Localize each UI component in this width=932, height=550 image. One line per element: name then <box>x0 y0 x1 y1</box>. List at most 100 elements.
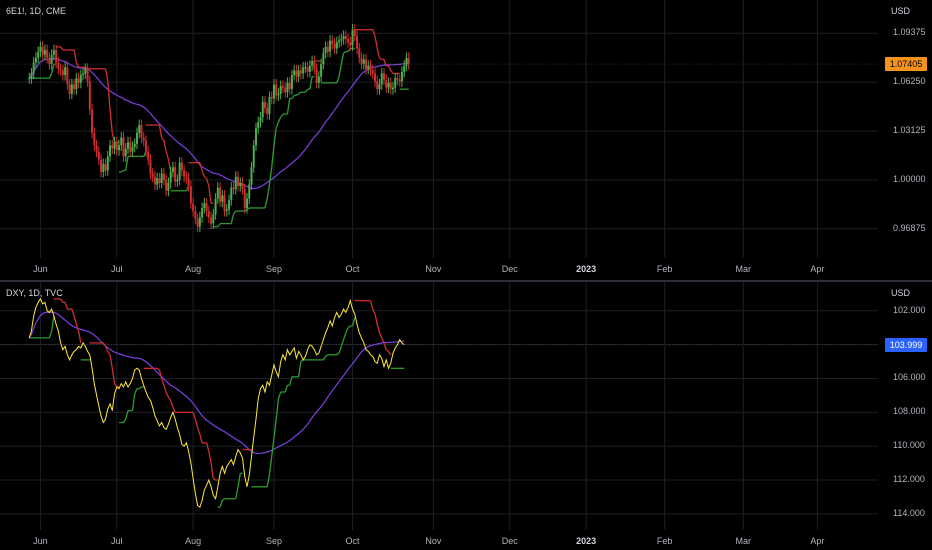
candle-body <box>349 42 352 46</box>
candle-body <box>122 137 125 157</box>
candle-body <box>104 164 107 171</box>
trailing-stop-segment <box>161 378 165 386</box>
trailing-stop-segment <box>271 145 275 168</box>
candle-body <box>39 46 42 52</box>
time-tick-label: Nov <box>425 264 442 274</box>
trailing-stop-segment <box>298 91 302 95</box>
candle-body <box>115 142 118 151</box>
price-tick-label: 102.000 <box>893 304 926 315</box>
candle-body <box>109 145 112 157</box>
trailing-stop-segment <box>296 93 300 96</box>
candle-body <box>234 176 237 190</box>
price-tick-label: 1.09375 <box>893 27 926 38</box>
top-last-price-tag: 1.07405 <box>885 57 927 72</box>
trailing-stop-segment <box>342 332 347 340</box>
price-tick-label: 114.000 <box>893 507 925 518</box>
trailing-stop-segment <box>199 162 203 171</box>
candle-body <box>174 167 177 182</box>
trailing-stop-segment <box>51 63 55 74</box>
trailing-stop-segment <box>138 386 142 390</box>
trailing-stop-segment <box>372 308 376 315</box>
trailing-stop-segment <box>387 65 392 71</box>
trailing-stop-segment <box>104 68 109 82</box>
candle-body <box>106 156 109 171</box>
trailing-stop-segment <box>309 76 313 90</box>
candle-body <box>313 60 316 69</box>
trailing-stop-segment <box>273 128 277 146</box>
candle-body <box>326 46 329 52</box>
candle-body <box>176 179 179 182</box>
candle-body <box>46 50 49 58</box>
candle-body <box>221 195 224 202</box>
candle-body <box>241 182 244 190</box>
trailing-stop-segment <box>111 368 116 384</box>
candle-body <box>360 57 363 65</box>
price-tick-label: 108.000 <box>893 406 926 417</box>
candle-body <box>216 187 219 199</box>
trailing-stop-segment <box>122 418 127 423</box>
trailing-stop-segment <box>340 339 345 347</box>
candle-body <box>165 179 168 191</box>
trailing-stop-segment <box>217 223 221 228</box>
candle-body <box>207 211 210 218</box>
trailing-stop-segment <box>60 46 64 51</box>
price-tick-label: 110.000 <box>893 440 925 451</box>
candle-body <box>353 29 356 36</box>
candle-body <box>43 50 46 55</box>
candle-body <box>252 145 255 168</box>
bottom-pane[interactable]: DXY, 1D, TVC USD 102.000104.000106.00010… <box>0 282 932 550</box>
candle-body <box>347 39 350 43</box>
trailing-stop-segment <box>266 184 271 199</box>
trailing-stop-segment <box>75 62 80 68</box>
top-pane[interactable]: 6E1!, 1D, CME USD 1.09375 1.06250 1.03125 1… <box>0 0 932 280</box>
time-tick-label: Sep <box>265 264 282 274</box>
candle-body <box>380 73 383 85</box>
trailing-stop-segment <box>233 210 237 215</box>
candle-body <box>52 50 55 55</box>
candle-body <box>142 137 145 141</box>
top-pane-title: 6E1!, 1D, CME <box>6 6 67 16</box>
candle-body <box>263 101 266 108</box>
trailing-stop-segment <box>235 486 239 499</box>
trailing-stop-segment <box>205 442 210 452</box>
trailing-stop-segment <box>161 137 165 142</box>
candle-body <box>254 128 257 146</box>
slow-moving-average-line <box>28 57 409 190</box>
trailing-stop-segment <box>131 393 136 411</box>
trailing-stop-segment <box>125 156 129 171</box>
trailing-stop-segment <box>208 185 212 204</box>
candle-body <box>333 43 336 49</box>
trailing-stop-segment <box>219 500 223 508</box>
candle-body <box>293 70 296 76</box>
euro-futures-chart[interactable] <box>0 0 932 280</box>
trailing-stop-segment <box>369 300 374 310</box>
trailing-stop-segment <box>322 356 327 361</box>
time-tick-label: Aug <box>185 536 202 546</box>
candle-body <box>135 132 138 144</box>
candle-body <box>84 68 87 74</box>
trailing-stop-segment <box>120 169 124 173</box>
candle-body <box>178 162 181 180</box>
bottom-pane-title: DXY, 1D, TVC <box>6 288 63 298</box>
pane-divider[interactable] <box>0 280 932 282</box>
candle-body <box>88 81 91 110</box>
time-tick-label: Sep <box>265 536 282 546</box>
slow-moving-average-line <box>28 311 405 455</box>
candle-body <box>403 65 406 72</box>
candle-body <box>30 73 33 79</box>
trailing-stop-segment <box>273 419 277 438</box>
candle-body <box>248 184 251 199</box>
candle-body <box>275 84 278 96</box>
trailing-stop-segment <box>286 98 291 115</box>
dxy-chart[interactable] <box>0 282 932 550</box>
trailing-stop-segment <box>163 385 167 393</box>
candle-body <box>405 57 408 66</box>
trailing-stop-segment <box>338 346 342 354</box>
dxy-close-line <box>28 297 405 508</box>
time-tick-label: Nov <box>425 536 442 546</box>
candle-body <box>351 29 354 46</box>
trailing-stop-segment <box>165 151 170 160</box>
candle-body <box>48 57 51 65</box>
candle-body <box>320 64 323 77</box>
candle-body <box>270 96 273 99</box>
